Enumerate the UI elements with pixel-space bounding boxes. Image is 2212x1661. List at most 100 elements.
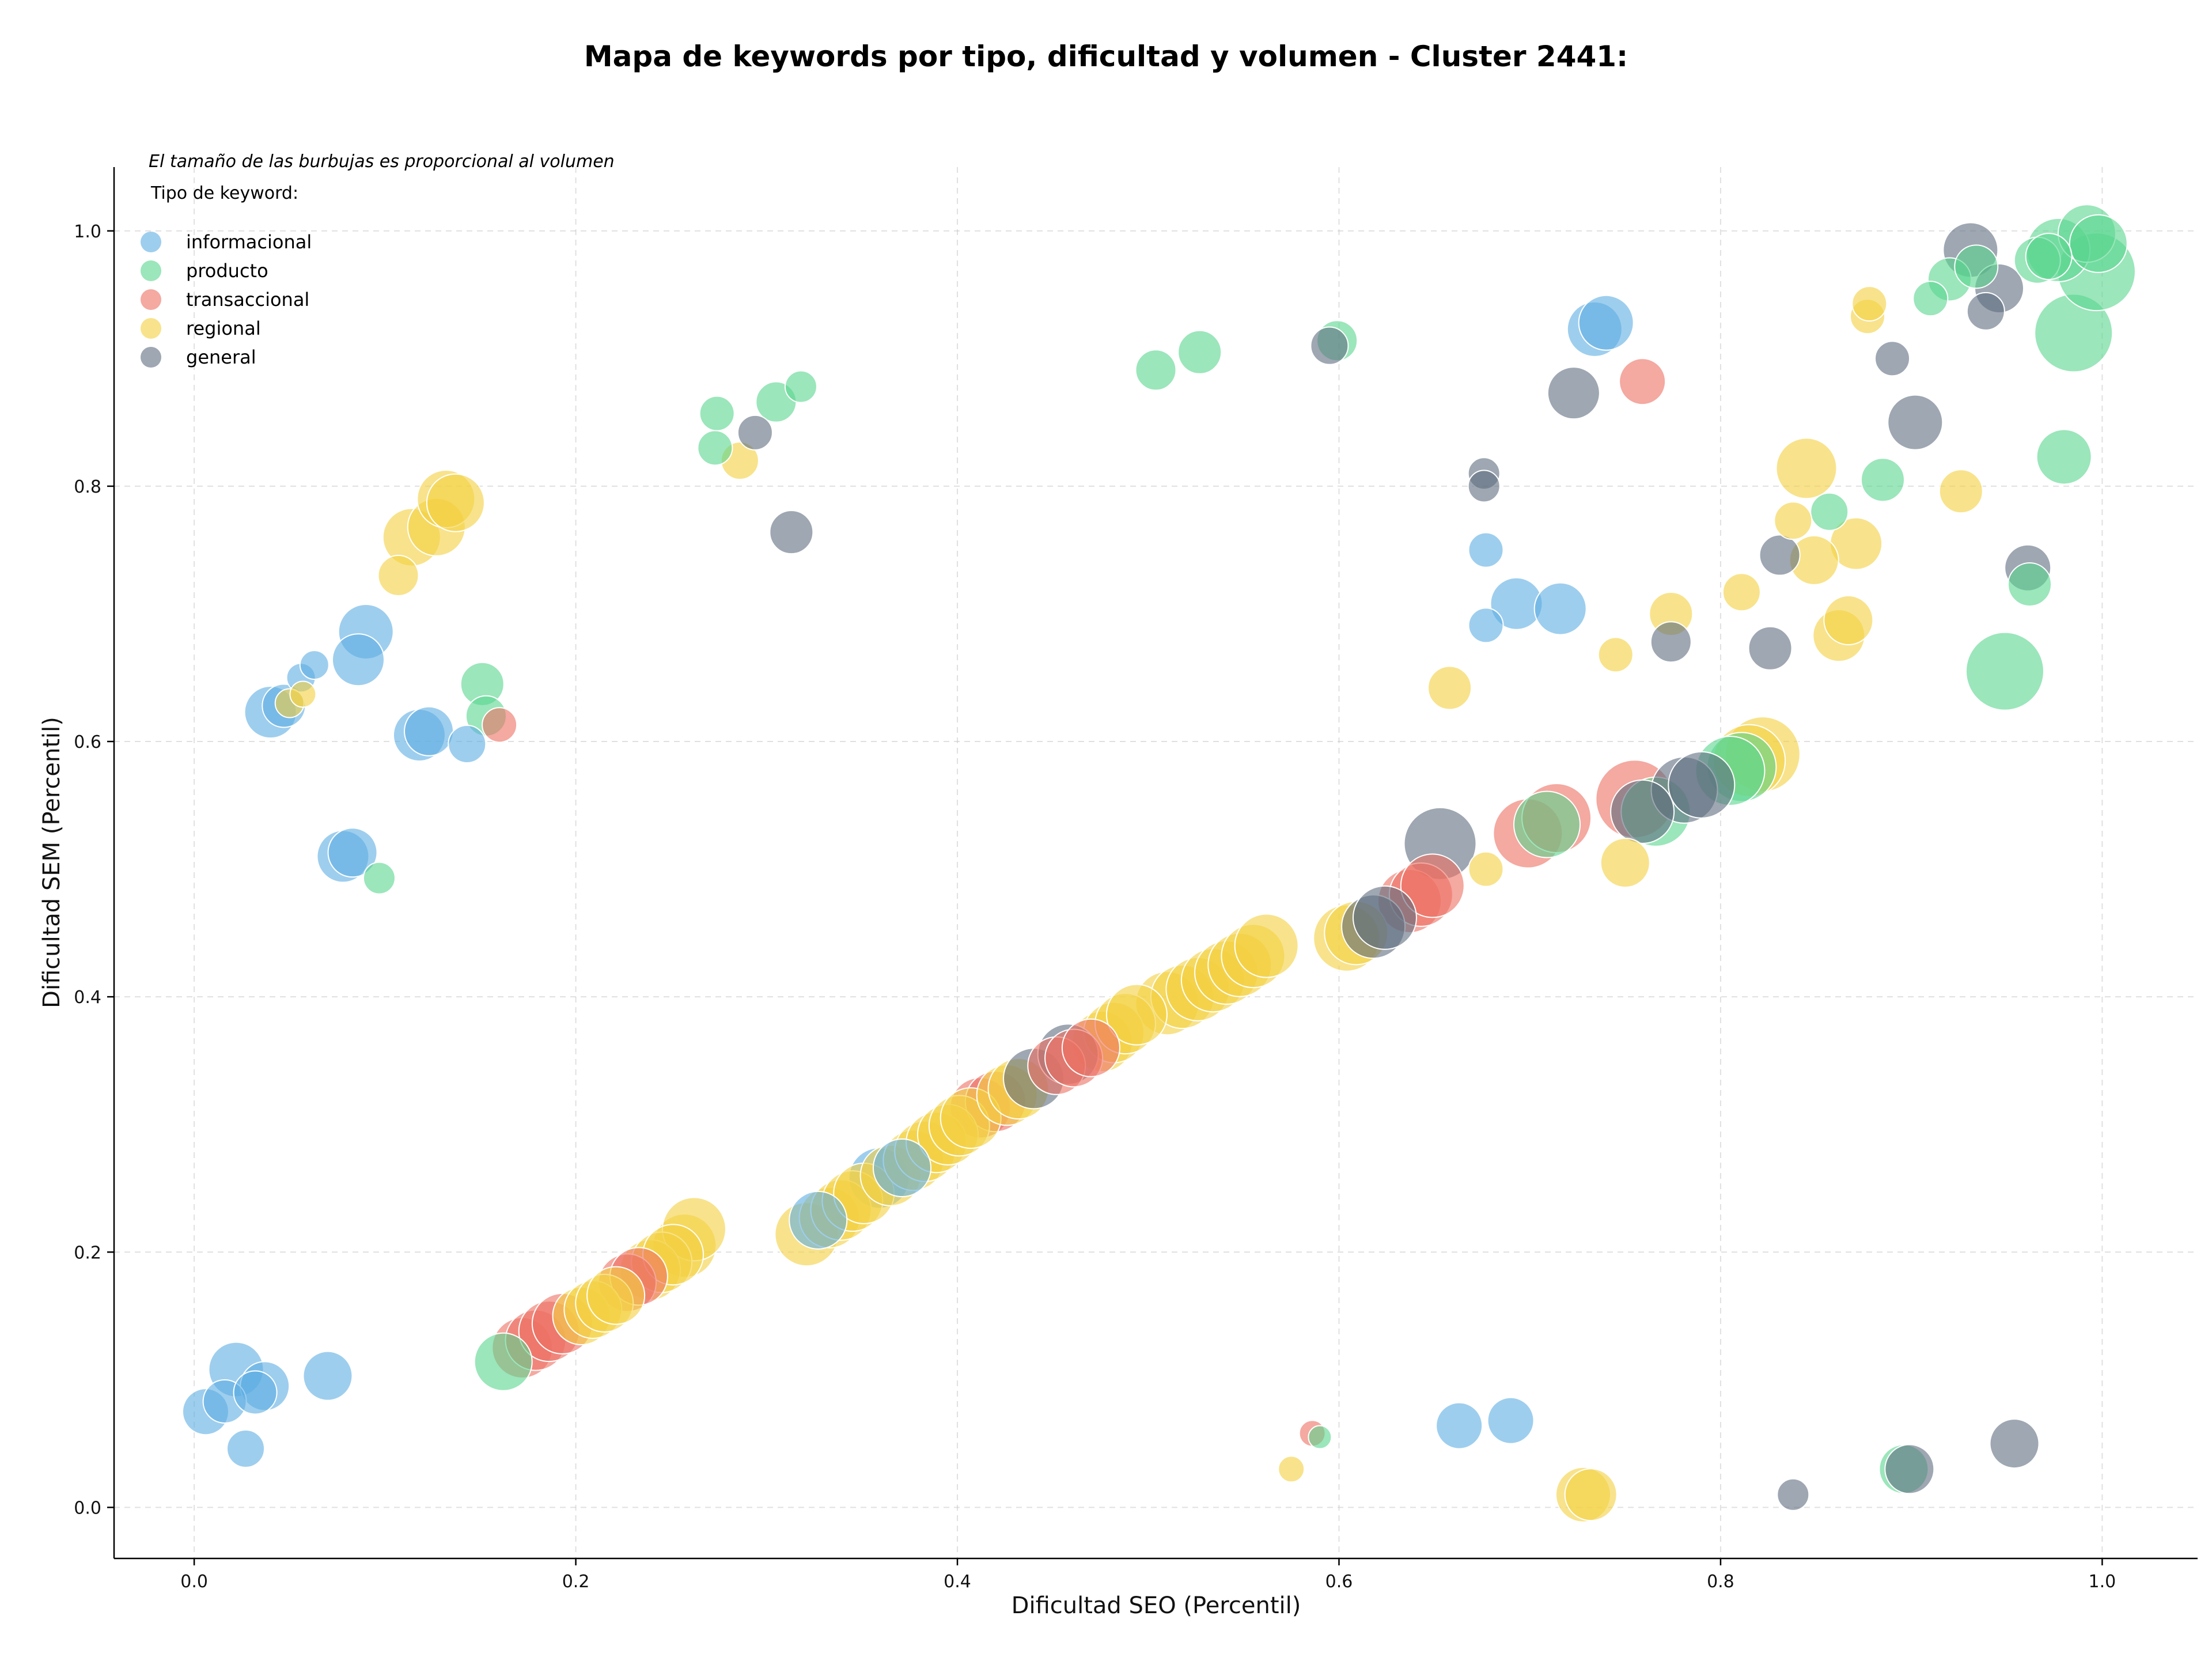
bubble-producto xyxy=(784,370,817,403)
legend: informacional producto transaccional region… xyxy=(141,231,312,368)
bubble-general xyxy=(1884,1444,1935,1494)
bubble-producto xyxy=(1965,631,2044,711)
legend-marker-producto xyxy=(141,260,161,281)
bubble-transaccional xyxy=(482,707,518,743)
bubble-producto xyxy=(1954,244,1999,289)
bubble-informacional xyxy=(331,633,385,687)
bubble-general xyxy=(1759,534,1801,576)
bubble-transaccional xyxy=(1619,358,1666,406)
bubble-informacional xyxy=(448,724,487,763)
bubble-general xyxy=(1874,340,1911,377)
x-axis-label: Dificultad SEO (Percentil) xyxy=(1012,1592,1301,1619)
bubble-regional xyxy=(1597,637,1634,673)
bubble-producto xyxy=(2025,233,2073,281)
bubble-general xyxy=(1887,394,1944,451)
legend-marker-general xyxy=(141,347,161,368)
y-axis-ticks: 0.0 0.2 0.4 0.6 0.8 1.0 xyxy=(74,222,114,1518)
bubble-general xyxy=(737,414,773,451)
y-axis-label: Dificultad SEM (Percentil) xyxy=(39,717,65,1008)
legend-label-general: general xyxy=(186,346,256,368)
bubble-regional xyxy=(1938,469,1983,514)
bubble-regional xyxy=(1468,851,1504,887)
legend-marker-transaccional xyxy=(141,289,161,310)
bubble-producto xyxy=(1810,492,1849,531)
bubble-regional xyxy=(1564,1468,1618,1522)
bubble-regional xyxy=(1722,573,1761,612)
bubble-regional xyxy=(1600,838,1650,888)
bubble-informacional xyxy=(1468,607,1504,644)
bubble-producto xyxy=(2008,562,2052,607)
bubbles xyxy=(181,204,2136,1523)
bubble-regional xyxy=(1774,501,1813,540)
bubble-general xyxy=(1966,292,2005,331)
bubble-producto xyxy=(2069,214,2128,273)
bubble-transaccional xyxy=(1400,853,1465,918)
y-tick-label: 0.6 xyxy=(74,732,101,752)
x-tick-label: 0.0 xyxy=(180,1572,208,1592)
bubble-informacional xyxy=(789,1190,848,1250)
bubble-producto xyxy=(1860,457,1905,502)
bubble-regional xyxy=(1427,665,1472,710)
x-tick-label: 0.4 xyxy=(944,1572,971,1592)
x-tick-label: 1.0 xyxy=(2089,1572,2116,1592)
x-tick-label: 0.2 xyxy=(562,1572,590,1592)
bubble-general xyxy=(1989,1418,2040,1469)
bubble-regional xyxy=(377,554,419,596)
bubble-general xyxy=(1547,366,1600,420)
bubble-regional xyxy=(1278,1455,1305,1483)
legend-marker-informacional xyxy=(141,232,161,252)
bubble-general xyxy=(1310,326,1349,365)
bubble-general xyxy=(1650,621,1692,663)
bubble-regional xyxy=(1105,983,1168,1046)
chart-title: Mapa de keywords por tipo, dificultad y … xyxy=(584,40,1628,73)
bubble-informacional xyxy=(299,650,329,680)
bubble-producto xyxy=(1177,330,1222,374)
bubble-producto xyxy=(697,430,733,466)
bubble-general xyxy=(1668,751,1736,819)
bubble-producto xyxy=(1912,281,1949,317)
bubble-general xyxy=(769,510,814,555)
bubble-regional xyxy=(586,1266,646,1325)
legend-label-producto: producto xyxy=(186,260,268,282)
bubble-producto xyxy=(362,861,396,895)
bubble-informacional xyxy=(233,1370,278,1415)
bubble-informacional xyxy=(1578,294,1634,351)
bubble-transaccional xyxy=(1061,1018,1120,1077)
bubble-informacional xyxy=(327,827,378,878)
bubble-general xyxy=(1748,626,1793,671)
bubble-size-note: El tamaño de las burbujas es proporciona… xyxy=(149,152,615,172)
x-tick-label: 0.6 xyxy=(1325,1572,1353,1592)
bubble-informacional xyxy=(302,1350,353,1401)
legend-label-informacional: informacional xyxy=(186,231,312,253)
legend-title: Tipo de keyword: xyxy=(150,183,298,203)
bubble-regional xyxy=(426,473,485,532)
bubble-informacional xyxy=(1435,1402,1483,1450)
bubble-producto xyxy=(474,1332,533,1391)
bubble-regional xyxy=(289,680,317,708)
y-tick-label: 0.8 xyxy=(74,477,101,497)
legend-label-regional: regional xyxy=(186,317,261,339)
bubble-informacional xyxy=(1468,532,1504,568)
bubble-producto xyxy=(1308,1425,1332,1450)
bubble-regional xyxy=(1775,437,1838,500)
bubble-general xyxy=(1467,470,1501,503)
bubble-general xyxy=(1777,1478,1810,1511)
bubble-producto xyxy=(1513,790,1581,858)
bubble-general xyxy=(1610,779,1675,844)
x-axis-ticks: 0.0 0.2 0.4 0.6 0.8 1.0 xyxy=(180,1558,2116,1592)
bubble-informacional xyxy=(1487,1397,1535,1444)
bubble-regional xyxy=(1851,286,1888,322)
bubble-regional xyxy=(1823,595,1874,646)
x-tick-label: 0.8 xyxy=(1707,1572,1734,1592)
bubble-general xyxy=(1352,885,1417,950)
y-tick-label: 0.0 xyxy=(74,1498,101,1518)
bubble-informacional xyxy=(226,1429,266,1468)
y-tick-label: 0.4 xyxy=(74,987,101,1008)
grid xyxy=(114,167,2198,1558)
y-tick-label: 0.2 xyxy=(74,1243,101,1263)
legend-marker-regional xyxy=(141,318,161,339)
y-tick-label: 1.0 xyxy=(74,222,101,242)
bubble-informacional xyxy=(404,706,454,756)
bubble-producto xyxy=(2036,429,2092,485)
